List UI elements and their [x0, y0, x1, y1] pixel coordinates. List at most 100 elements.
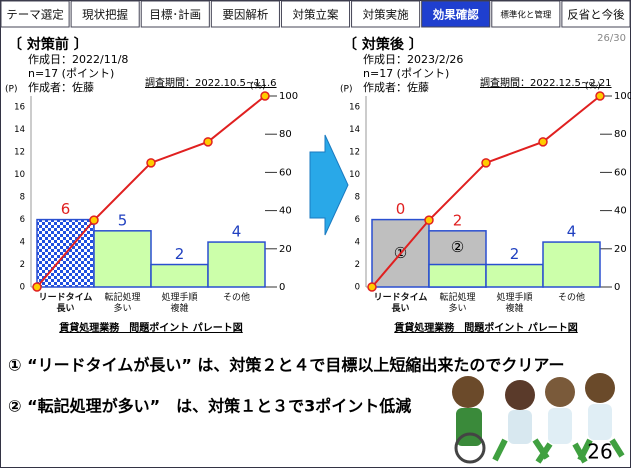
y-tick-label: 8 [355, 193, 360, 203]
y-tick-label: 12 [349, 148, 360, 158]
y2-axis-label: (%) [250, 82, 266, 92]
tab [280, 0, 351, 28]
y-tick-label: 6 [355, 215, 360, 225]
cumulative-point [89, 215, 99, 225]
cumulative-point [595, 91, 605, 101]
value-label: 2 [510, 245, 520, 263]
x-tick-label: 転記処理 多い [104, 293, 141, 314]
tab [210, 0, 280, 28]
author: 作成者：佐藤 [363, 80, 429, 94]
y-tick-label: 2 [20, 260, 25, 270]
tab [491, 0, 561, 28]
value-label: 5 [118, 211, 128, 229]
y2-tick-label: 20 [279, 244, 292, 255]
y2-tick-label: 40 [279, 206, 292, 217]
tab [351, 0, 421, 28]
tab-label: テーマ選定 [6, 8, 64, 22]
value-label: 4 [567, 223, 577, 241]
y-tick-label: 14 [349, 125, 360, 135]
y-axis-label: (P) [340, 85, 352, 95]
value-label: 0 [396, 200, 406, 218]
y-tick-label: 8 [20, 193, 25, 203]
cumulative-point [424, 215, 434, 225]
cumulative-point [481, 158, 491, 168]
y2-tick-label: 40 [614, 206, 627, 217]
y-tick-label: 10 [349, 170, 360, 180]
tab-label: 対策実施 [363, 8, 409, 22]
tab-label: 対策立案 [293, 8, 339, 22]
y-tick-label: 16 [349, 103, 360, 113]
created-date: 作成日：2023/2/26 [363, 53, 463, 66]
bar [542, 241, 601, 288]
y-tick-label: 14 [14, 125, 25, 135]
tab-label: 反省と今後 [567, 8, 625, 22]
bar [93, 230, 152, 288]
cumulative-point [260, 91, 270, 101]
y-tick-label: 16 [14, 103, 25, 113]
tab [421, 0, 491, 28]
y-axis-label: (P) [5, 85, 17, 95]
cumulative-point [146, 158, 156, 168]
tab-label: 標準化と管理 [500, 10, 552, 21]
value-label: 6 [61, 200, 71, 218]
y-tick-label: 2 [355, 260, 360, 270]
page-number: 26 [587, 440, 612, 464]
y2-axis-label: (%) [585, 82, 601, 92]
y2-tick-label: 60 [614, 167, 627, 178]
x-tick-label: その他 [222, 293, 250, 303]
y2-tick-label: 80 [279, 129, 292, 140]
y2-tick-label: 20 [614, 244, 627, 255]
y-tick-label: 0 [355, 283, 360, 293]
y2-tick-label: 0 [614, 282, 620, 293]
x-axis-title: 賃貸処理業務 問題ポイント パレート図 [393, 321, 577, 334]
y2-tick-label: 80 [614, 129, 627, 140]
x-tick-label: リードタイム 長い [38, 293, 93, 314]
bar [428, 263, 487, 288]
cumulative-point [32, 282, 42, 292]
tab-label: 効果確認 [433, 8, 479, 22]
author: 作成者：佐藤 [28, 80, 94, 94]
x-tick-label: 転記処理 多い [439, 293, 476, 314]
x-tick-label: 処理手順 複雑 [496, 293, 533, 314]
survey-period: 調査期間：2022.12.5~2.21 [480, 76, 612, 89]
y-tick-label: 12 [14, 148, 25, 158]
chart-title: 〔 対策後 〕 [343, 36, 423, 53]
tab [561, 0, 631, 28]
sample-size: n=17 (ポイント) [363, 67, 449, 80]
arrow [309, 134, 349, 236]
y2-tick-label: 100 [614, 91, 631, 102]
value-label: 2 [453, 211, 463, 229]
bar [150, 263, 209, 288]
sample-size: n=17 (ポイント) [28, 67, 114, 80]
cumulative-point [367, 282, 377, 292]
bar [207, 241, 266, 288]
bar-marker: ② [451, 238, 464, 256]
x-tick-label: その他 [557, 293, 585, 303]
y2-tick-label: 100 [279, 91, 298, 102]
tab-label: 現状把握 [82, 8, 128, 22]
tab-label: 要因解析 [222, 8, 268, 22]
chart-title: 〔 対策前 〕 [8, 36, 88, 53]
note: ② “転記処理が多い” は、対策１と３で3ポイント低減 [8, 397, 411, 416]
page-counter: 26/30 [597, 33, 626, 44]
x-axis-title: 賃貸処理業務 問題ポイント パレート図 [58, 321, 242, 334]
tab [70, 0, 140, 28]
tab [140, 0, 210, 28]
note: ① “リードタイムが長い” は、対策２と４で目標以上短縮出来たのでクリアー [8, 356, 564, 375]
y-tick-label: 6 [20, 215, 25, 225]
x-tick-label: リードタイム 長い [373, 293, 428, 314]
y2-tick-label: 0 [279, 282, 285, 293]
created-date: 作成日：2022/11/8 [28, 53, 128, 66]
value-label: 4 [232, 223, 242, 241]
people-illustration [452, 373, 625, 464]
x-tick-label: 処理手順 複雑 [161, 293, 198, 314]
cumulative-point [538, 137, 548, 147]
value-label: 2 [175, 245, 185, 263]
y2-tick-label: 60 [279, 167, 292, 178]
tab [0, 0, 70, 28]
tab-label: 目標･計画 [149, 8, 201, 22]
y-tick-label: 10 [14, 170, 25, 180]
y-tick-label: 0 [20, 283, 25, 293]
